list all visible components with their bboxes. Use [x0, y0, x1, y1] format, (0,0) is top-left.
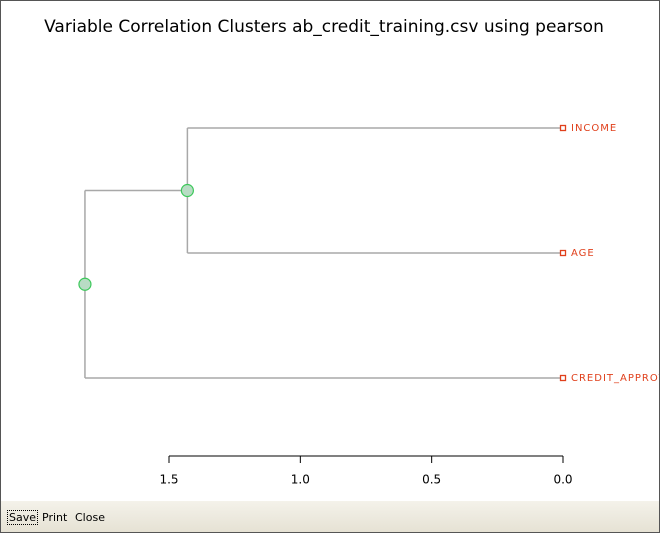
leaf-marker — [559, 124, 567, 132]
chart: Variable Correlation Clusters ab_credit_… — [44, 17, 659, 487]
x-tick-label: 0.0 — [553, 473, 572, 487]
x-tick-label: 1.5 — [159, 473, 178, 487]
leaf-label: AGE — [571, 248, 595, 259]
x-tick-label: 0.5 — [422, 473, 441, 487]
save-button[interactable]: Save — [7, 510, 39, 525]
x-tick-label: 1.0 — [291, 473, 310, 487]
cluster-node — [180, 183, 194, 198]
chart-title: Variable Correlation Clusters ab_credit_… — [44, 17, 604, 37]
close-button[interactable]: Close — [75, 511, 105, 524]
cluster-node — [78, 277, 92, 291]
print-button[interactable]: Print — [42, 511, 68, 524]
leaf-label: CREDIT_APPROV — [571, 373, 659, 384]
leaf-label: INCOME — [571, 123, 617, 134]
button-bar: Save Print Close — [1, 501, 659, 532]
leaf-marker — [559, 249, 567, 257]
leaf-marker — [559, 374, 567, 382]
